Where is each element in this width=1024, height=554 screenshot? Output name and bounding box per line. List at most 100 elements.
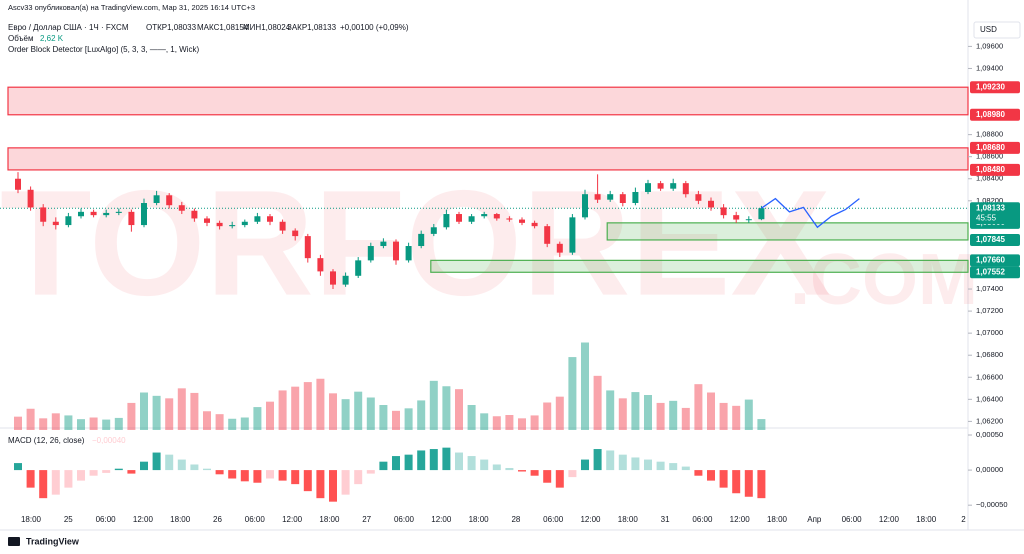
macd-name: MACD (12, 26, close) xyxy=(8,436,85,445)
volume-bar xyxy=(177,388,186,430)
volume-bar xyxy=(240,417,249,430)
volume-value: 2,62 K xyxy=(40,34,64,43)
macd-bar xyxy=(177,459,186,471)
candle-body xyxy=(367,246,374,261)
x-tick-label: 06:00 xyxy=(245,515,266,524)
candle-body xyxy=(65,216,72,226)
candle-body xyxy=(40,207,47,222)
volume-bar xyxy=(190,392,199,430)
macd-bar xyxy=(51,470,60,495)
price-label: 1,09230 xyxy=(976,82,1005,91)
x-tick-label: 06:00 xyxy=(842,515,863,524)
macd-bar xyxy=(354,470,363,485)
candle-body xyxy=(594,194,601,200)
macd-bar xyxy=(240,470,249,482)
x-tick-label: 18:00 xyxy=(767,515,788,524)
x-tick-label: 06:00 xyxy=(692,515,713,524)
price-label-box xyxy=(970,108,1020,121)
volume-bar xyxy=(656,402,665,430)
candle-body xyxy=(405,246,412,261)
macd-bar xyxy=(669,463,678,471)
order-block xyxy=(430,259,969,273)
candle-body xyxy=(304,236,311,259)
x-tick-label: 06:00 xyxy=(96,515,117,524)
y-tick-label: 1,07400 xyxy=(976,284,1003,293)
price-label-box xyxy=(970,266,1020,279)
candle-body xyxy=(456,214,462,222)
candle-body xyxy=(115,211,122,213)
candle-body xyxy=(380,241,387,247)
candle-body xyxy=(569,217,576,253)
candle-body xyxy=(330,271,336,285)
volume-bar xyxy=(51,413,60,430)
candle-body xyxy=(519,219,525,223)
macd-bar xyxy=(329,470,337,502)
y-tick-label: 1,06400 xyxy=(976,394,1003,403)
macd-bar xyxy=(316,470,325,499)
candle-body xyxy=(582,194,588,218)
candle-body xyxy=(695,194,702,201)
candle-body xyxy=(342,275,349,285)
macd-bar xyxy=(278,470,287,481)
candle-body xyxy=(204,218,210,223)
candle-body xyxy=(645,183,651,192)
macd-bar xyxy=(140,461,148,471)
candle-body xyxy=(544,226,551,244)
y-tick-label: 1,09400 xyxy=(976,63,1003,72)
volume-bar xyxy=(744,399,753,430)
volume-bar xyxy=(215,414,224,430)
candle-body xyxy=(733,215,740,220)
y-tick-label: 1,08400 xyxy=(976,174,1003,183)
volume-bar xyxy=(404,408,413,430)
macd-bar xyxy=(203,468,211,471)
y-tick-label: 1,06800 xyxy=(976,350,1003,359)
macd-bar xyxy=(253,470,262,483)
candle-body xyxy=(393,241,399,261)
candle-body xyxy=(506,218,513,220)
volume-bar xyxy=(392,410,400,430)
volume-bar xyxy=(303,382,312,430)
last-price-box xyxy=(970,202,1020,225)
volume-bar xyxy=(429,380,438,430)
macd-bar xyxy=(442,447,451,471)
macd-bar xyxy=(719,470,728,488)
volume-bar xyxy=(278,390,287,430)
volume-bar xyxy=(455,389,463,430)
currency: USD xyxy=(980,25,997,34)
ohlc-open: ОТКР1,08033 xyxy=(146,23,197,32)
macd-bar xyxy=(631,457,640,471)
volume-bar xyxy=(442,386,451,430)
candle-body xyxy=(468,216,475,222)
candle-body xyxy=(15,178,21,190)
volume-bar xyxy=(732,405,741,430)
macd-bar xyxy=(89,470,98,476)
macd-bar xyxy=(26,470,35,488)
volume-bar xyxy=(366,397,375,430)
macd-bar xyxy=(417,450,426,471)
order-block xyxy=(7,147,969,171)
volume-bar xyxy=(505,415,514,430)
macd-bar xyxy=(379,461,388,471)
macd-bar xyxy=(606,450,615,471)
macd-bar xyxy=(581,459,589,471)
volume-bar xyxy=(379,405,388,430)
publish-info: Ascv33 опубликовал(а) на TradingView.com… xyxy=(8,3,255,12)
macd-tick-label: 0,00000 xyxy=(976,465,1003,474)
indicator-name: Order Block Detector [LuxAlgo] (5, 3, 3,… xyxy=(8,45,200,54)
watermark-text: .COM xyxy=(790,240,978,320)
macd-bar xyxy=(64,470,73,488)
macd-bar xyxy=(568,470,577,478)
macd-bar xyxy=(228,470,237,479)
candle-body xyxy=(166,195,173,206)
volume-bar xyxy=(631,392,640,430)
currency-box[interactable] xyxy=(973,21,1021,39)
volume-bar xyxy=(266,401,274,430)
volume-bar xyxy=(329,393,337,430)
x-tick-label: 2 xyxy=(961,515,966,524)
volume-bar xyxy=(417,400,426,430)
volume-bar xyxy=(341,399,350,430)
macd-bar xyxy=(291,470,300,485)
logo-icon xyxy=(8,537,20,546)
x-tick-label: 12:00 xyxy=(133,515,154,524)
